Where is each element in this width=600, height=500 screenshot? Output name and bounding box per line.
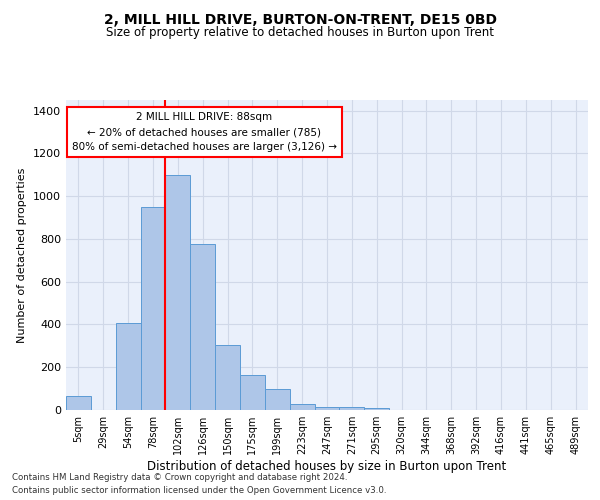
- Text: Contains public sector information licensed under the Open Government Licence v3: Contains public sector information licen…: [12, 486, 386, 495]
- Bar: [66, 396, 91, 410]
- Bar: [290, 404, 314, 410]
- Bar: [364, 408, 389, 410]
- Bar: [340, 407, 364, 410]
- X-axis label: Distribution of detached houses by size in Burton upon Trent: Distribution of detached houses by size …: [148, 460, 506, 473]
- Bar: [166, 175, 190, 410]
- Bar: [240, 374, 265, 410]
- Text: Contains HM Land Registry data © Crown copyright and database right 2024.: Contains HM Land Registry data © Crown c…: [12, 474, 347, 482]
- Text: 2, MILL HILL DRIVE, BURTON-ON-TRENT, DE15 0BD: 2, MILL HILL DRIVE, BURTON-ON-TRENT, DE1…: [104, 12, 497, 26]
- Bar: [116, 324, 140, 410]
- Bar: [265, 388, 290, 410]
- Text: Size of property relative to detached houses in Burton upon Trent: Size of property relative to detached ho…: [106, 26, 494, 39]
- Y-axis label: Number of detached properties: Number of detached properties: [17, 168, 28, 342]
- Bar: [215, 345, 240, 410]
- Bar: [140, 207, 166, 410]
- Bar: [190, 244, 215, 410]
- Bar: [314, 407, 340, 410]
- Text: 2 MILL HILL DRIVE: 88sqm
← 20% of detached houses are smaller (785)
80% of semi-: 2 MILL HILL DRIVE: 88sqm ← 20% of detach…: [72, 112, 337, 152]
